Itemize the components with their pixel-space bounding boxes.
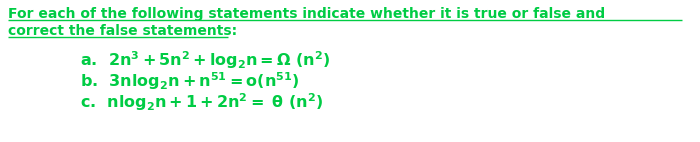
Text: c.  $\mathbf{nlog_2n +1 +2n^2=\ \theta\ (n^2)}$: c. $\mathbf{nlog_2n +1 +2n^2=\ \theta\ (… xyxy=(80,91,323,113)
Text: correct the false statements:: correct the false statements: xyxy=(8,24,237,38)
Text: a.  $\mathbf{2n^3 +5n^2 +log_2n = \Omega\ (n^2)}$: a. $\mathbf{2n^3 +5n^2 +log_2n = \Omega\… xyxy=(80,49,330,71)
Text: For each of the following statements indicate whether it is true or false and: For each of the following statements ind… xyxy=(8,7,605,21)
Text: b.  $\mathbf{3nlog_2n +n^{51} = o(n^{51})}$: b. $\mathbf{3nlog_2n +n^{51} = o(n^{51})… xyxy=(80,70,300,92)
